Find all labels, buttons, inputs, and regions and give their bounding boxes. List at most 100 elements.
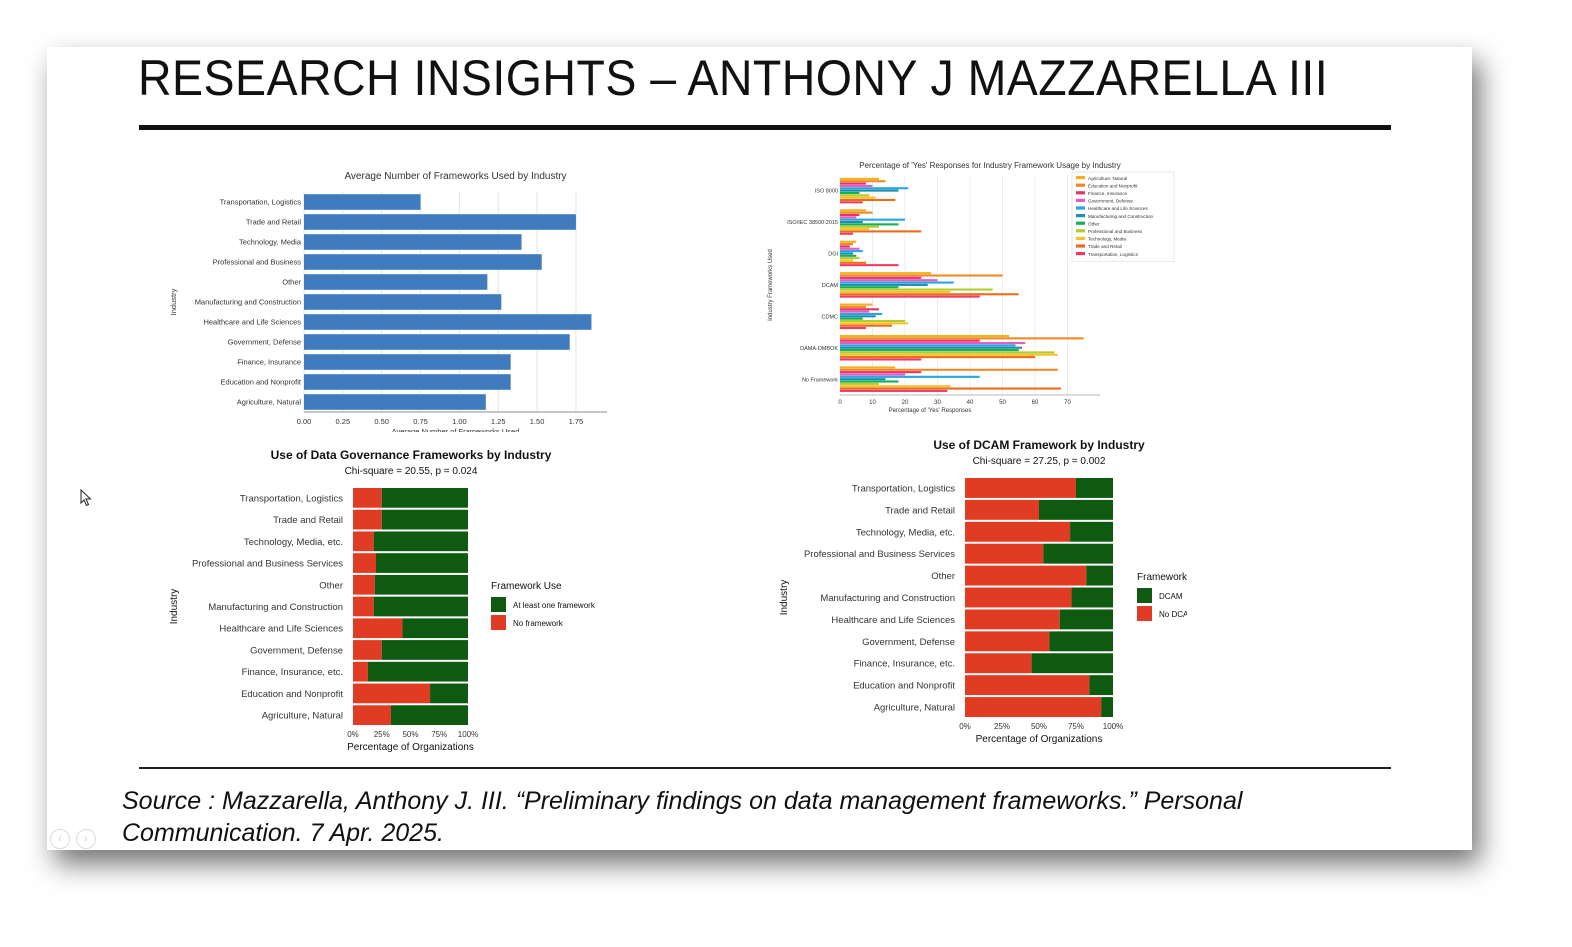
bar xyxy=(840,378,886,381)
legend-label: Healthcare and Life Sciences xyxy=(1088,206,1148,211)
slide-nav-controls[interactable]: ‹ › xyxy=(50,829,96,849)
y-tick-label: Manufacturing and Construction xyxy=(820,593,955,604)
bar-segment xyxy=(965,675,1090,696)
x-tick-label: 75% xyxy=(1068,722,1084,731)
dg-frameworks-chart: Use of Data Governance Frameworks by Ind… xyxy=(169,448,596,753)
bar xyxy=(840,211,873,214)
chart-title: Average Number of Frameworks Used by Ind… xyxy=(344,171,566,182)
bar xyxy=(840,351,1055,354)
x-tick-label: 70 xyxy=(1064,400,1071,406)
bar xyxy=(840,326,866,330)
y-tick-label: DGI xyxy=(828,252,838,258)
y-tick-label: Transportation, Logistics xyxy=(220,198,302,207)
bar xyxy=(840,337,1084,340)
yes-responses-chart: Percentage of 'Yes' Responses for Indust… xyxy=(768,161,1175,414)
y-tick-label: Government, Defense xyxy=(862,637,955,648)
legend-swatch xyxy=(1076,198,1085,202)
legend-label: Education and Nonprofit xyxy=(1088,183,1138,188)
x-tick-label: 0.00 xyxy=(297,417,312,426)
bar-segment xyxy=(353,509,382,530)
legend-swatch xyxy=(1076,183,1085,187)
y-tick-label: Finance, Insurance, etc. xyxy=(242,667,343,678)
bar xyxy=(840,180,886,183)
y-tick-label: No Framework xyxy=(802,377,838,383)
bar xyxy=(840,380,899,383)
bar-segment xyxy=(353,531,374,552)
bar xyxy=(840,259,853,262)
bar xyxy=(304,274,488,290)
bar-segment xyxy=(353,574,375,595)
y-tick-label: Other xyxy=(282,278,301,287)
x-tick-label: 0.50 xyxy=(374,417,389,426)
bar xyxy=(840,324,892,327)
y-tick-label: Professional and Business Services xyxy=(804,549,955,560)
y-axis-label: Industry xyxy=(779,580,790,616)
y-tick-label: Government, Defense xyxy=(228,338,301,347)
bar-segment xyxy=(965,499,1039,520)
x-tick-label: 50% xyxy=(1031,722,1047,731)
dcam-chart: Use of DCAM Framework by Industry Chi-squ… xyxy=(779,438,1187,745)
bar-segment xyxy=(381,509,468,530)
bar xyxy=(840,187,909,190)
bar-segment xyxy=(1101,697,1113,717)
bar xyxy=(840,303,873,306)
bar xyxy=(840,366,896,369)
next-slide-icon[interactable]: › xyxy=(76,829,96,849)
y-tick-label: Technology, Media, etc. xyxy=(856,527,955,538)
bar-segment xyxy=(965,521,1071,542)
legend-title: Framework Use xyxy=(1137,572,1187,583)
bar xyxy=(840,344,1016,347)
bar-segment xyxy=(1031,653,1113,674)
legend-swatch xyxy=(491,597,506,612)
x-tick-label: 0% xyxy=(347,730,359,739)
x-tick-label: 20 xyxy=(902,400,909,406)
bar xyxy=(840,223,899,226)
bar-segment xyxy=(390,705,468,725)
bar-segment xyxy=(1039,499,1113,520)
bar xyxy=(840,358,922,361)
y-tick-label: Agriculture, Natural xyxy=(237,398,302,407)
bar xyxy=(840,375,980,378)
y-tick-label: Finance, Insurance, etc. xyxy=(854,659,955,670)
legend-label: Finance, Insurance xyxy=(1088,191,1128,196)
y-tick-label: Healthcare and Life Sciences xyxy=(203,318,301,327)
bar xyxy=(840,286,899,289)
bar xyxy=(840,281,954,284)
legend-label: Transportation, Logistics xyxy=(1088,252,1139,257)
x-axis-label: Average Number of Frameworks Used xyxy=(392,427,520,432)
x-tick-label: 10 xyxy=(869,400,876,406)
y-tick-label: Manufacturing and Construction xyxy=(195,298,301,307)
bar-segment xyxy=(353,661,368,682)
bar xyxy=(840,198,896,202)
y-tick-label: Healthcare and Life Sciences xyxy=(219,624,343,635)
x-tick-label: 1.50 xyxy=(530,417,545,426)
legend-label: DCAM xyxy=(1159,592,1183,601)
bar xyxy=(840,274,1003,277)
bar-segment xyxy=(353,596,374,617)
bar-segment xyxy=(1070,521,1113,542)
legend-swatch xyxy=(1076,252,1085,256)
bar xyxy=(840,389,948,392)
y-tick-label: Trade and Retail xyxy=(273,515,343,526)
legend-label: Professional and Business xyxy=(1088,229,1143,234)
bar xyxy=(840,312,883,316)
bar xyxy=(840,288,993,291)
bar-segment xyxy=(353,553,376,573)
y-tick-label: Transportation, Logistics xyxy=(852,483,955,494)
y-tick-label: Other xyxy=(931,571,955,582)
bar xyxy=(840,257,860,260)
legend-swatch xyxy=(1076,221,1085,225)
bar-segment xyxy=(1086,565,1113,586)
y-tick-label: Education and Nonprofit xyxy=(853,681,955,692)
bar-segment xyxy=(353,705,391,725)
bar xyxy=(840,218,905,221)
bar xyxy=(840,225,879,228)
bar xyxy=(840,317,863,320)
bar xyxy=(840,305,866,308)
bar xyxy=(840,189,899,192)
y-tick-label: ISO/IEC 38500:2015 xyxy=(787,220,838,226)
prev-slide-icon[interactable]: ‹ xyxy=(50,829,70,849)
bar-segment xyxy=(381,640,468,660)
y-tick-label: Finance, Insurance xyxy=(237,358,301,367)
bar-segment xyxy=(1049,631,1113,652)
